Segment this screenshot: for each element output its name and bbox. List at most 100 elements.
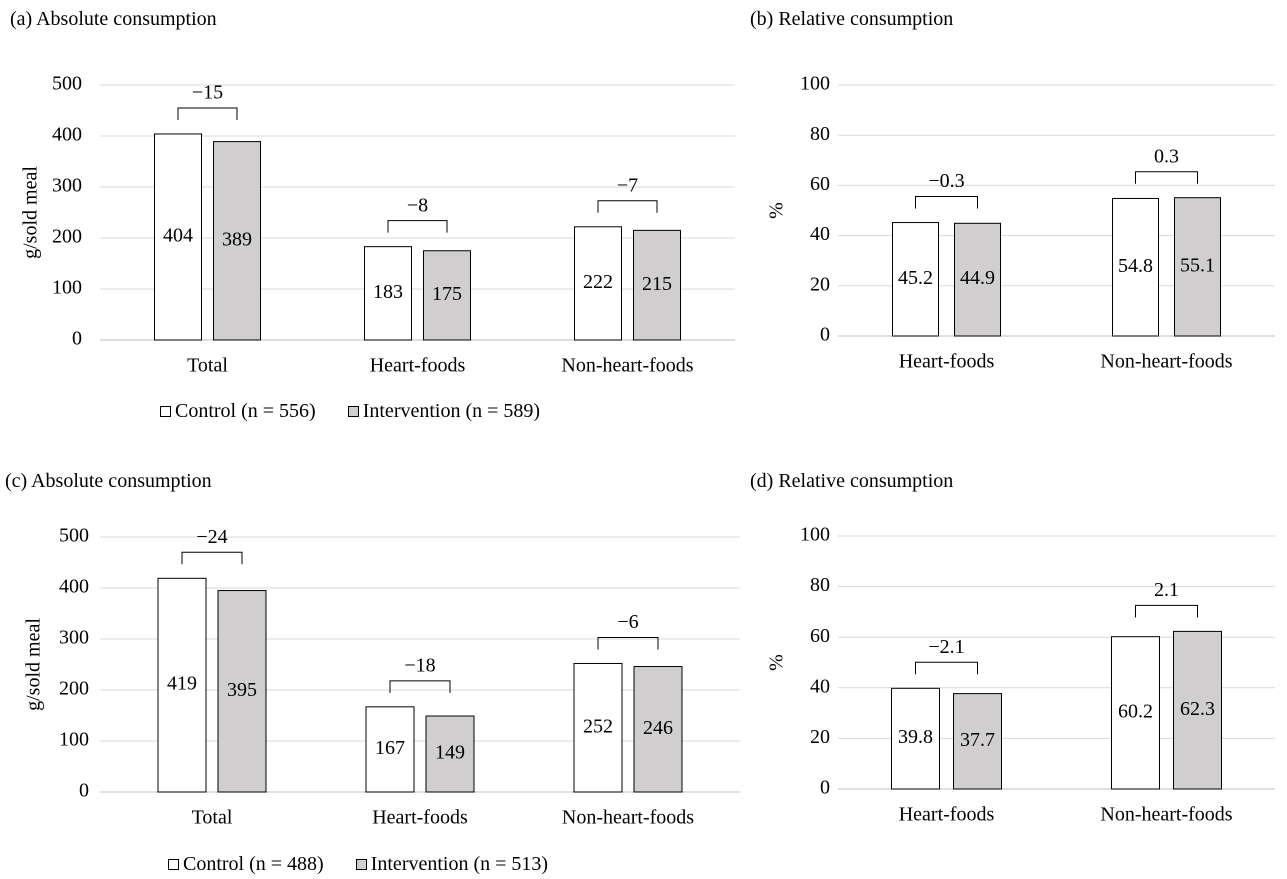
x-tick-label: Total <box>187 355 228 377</box>
bar-intervention <box>633 666 683 793</box>
difference-label: −2.1 <box>928 636 964 658</box>
chart-b-svg: 0 20 40 60 80 100% 45.2 44.9 −0.3 Heart-foods 54.8… <box>766 73 1275 373</box>
difference-label: −7 <box>617 174 638 196</box>
bar-control <box>157 577 207 793</box>
bar-control <box>573 662 623 793</box>
difference-bracket <box>387 220 448 233</box>
x-tick-label: Heart-foods <box>899 804 995 826</box>
data-label-control: 419 <box>167 673 197 695</box>
difference-label: −0.3 <box>928 170 964 192</box>
data-label-intervention: 37.7 <box>960 729 995 751</box>
bar-intervention <box>1174 197 1221 337</box>
chart-d-svg: 0 20 40 60 80 100% 39.8 37.7 −2.1 Heart-foods 60.2… <box>766 524 1275 826</box>
y-tick-label: 0 <box>820 324 830 346</box>
bar-control <box>1112 197 1159 337</box>
chart-a-svg: 0 100 200 300 400 500 g/sold meal 404 389 −15 Tota… <box>20 73 735 377</box>
chart-title: (b) Relative consumption <box>750 8 954 30</box>
data-label-control: 54.8 <box>1118 255 1153 277</box>
bar-intervention <box>423 250 471 341</box>
bar-intervention <box>1173 630 1222 790</box>
difference-label: −24 <box>196 526 227 548</box>
y-tick-label: 300 <box>59 627 89 649</box>
difference-label: 0.3 <box>1154 145 1179 167</box>
chart-title: (a) Absolute consumption <box>10 8 217 30</box>
legend-label-intervention: Intervention (n = 513) <box>370 853 549 875</box>
data-label-intervention: 395 <box>227 679 257 701</box>
chart-panel-c: (c) Absolute consumption 0 100 200 300 400 50… <box>5 470 745 850</box>
difference-label: −15 <box>192 82 223 104</box>
data-label-intervention: 215 <box>642 273 672 295</box>
difference-bracket <box>1135 604 1198 618</box>
bar-intervention <box>213 141 261 341</box>
bar-control <box>892 222 939 337</box>
data-label-control: 167 <box>375 737 405 759</box>
bar-control <box>574 226 622 341</box>
x-tick-label: Heart-foods <box>372 807 468 829</box>
difference-bracket <box>181 551 243 565</box>
y-tick-label: 500 <box>59 525 89 547</box>
y-tick-label: 40 <box>810 223 830 245</box>
data-label-control: 222 <box>583 271 613 293</box>
data-label-control: 252 <box>583 715 613 737</box>
difference-bracket <box>597 200 658 213</box>
x-tick-label: Heart-foods <box>370 355 466 377</box>
bar-intervention <box>953 693 1002 790</box>
y-tick-label: 0 <box>79 780 89 802</box>
data-label-intervention: 149 <box>435 742 465 764</box>
difference-bracket <box>915 661 978 675</box>
difference-label: 2.1 <box>1154 579 1179 601</box>
difference-label: −18 <box>404 654 435 676</box>
y-tick-label: 500 <box>52 73 82 95</box>
control-swatch-icon <box>160 406 171 417</box>
x-tick-label: Total <box>192 807 233 829</box>
data-label-control: 60.2 <box>1118 700 1153 722</box>
chart-panel-d: (d) Relative consumption 0 20 40 60 80 100% 39… <box>750 470 1280 850</box>
intervention-swatch-icon <box>355 859 367 870</box>
bar-intervention <box>954 222 1001 337</box>
y-tick-label: 400 <box>59 576 89 598</box>
y-tick-label: 80 <box>810 574 830 596</box>
y-tick-label: 20 <box>810 273 830 295</box>
legend-label-control: Control (n = 556) <box>175 400 316 422</box>
difference-bracket <box>177 107 238 120</box>
y-tick-label: 40 <box>810 675 830 697</box>
legend-bottom: Control (n = 488) Intervention (n = 513) <box>168 853 580 876</box>
difference-label: −6 <box>617 611 638 633</box>
legend-item-intervention: Intervention (n = 513) <box>355 853 549 876</box>
difference-bracket <box>389 680 451 693</box>
data-label-control: 183 <box>373 281 403 303</box>
x-tick-label: Non-heart-foods <box>562 807 694 829</box>
data-label-intervention: 175 <box>432 283 462 305</box>
data-label-intervention: 389 <box>222 228 252 250</box>
chart-panel-a: (a) Absolute consumption 0 100 200 300 400 50… <box>10 8 740 388</box>
bar-intervention <box>633 229 681 341</box>
legend-item-control: Control (n = 556) <box>160 400 316 423</box>
bar-control <box>365 706 415 793</box>
y-axis-label: % <box>766 202 788 219</box>
x-tick-label: Non-heart-foods <box>1100 804 1232 826</box>
data-label-intervention: 246 <box>643 717 673 739</box>
y-tick-label: 20 <box>810 726 830 748</box>
difference-bracket <box>597 636 659 650</box>
bar-control <box>891 687 940 790</box>
y-tick-label: 60 <box>810 625 830 647</box>
x-tick-label: Non-heart-foods <box>561 355 693 377</box>
difference-bracket <box>915 196 978 209</box>
y-tick-label: 100 <box>59 729 89 751</box>
y-axis-label: % <box>766 654 788 671</box>
x-tick-label: Non-heart-foods <box>1100 351 1232 373</box>
chart-c-svg: 0 100 200 300 400 500 g/sold meal 419 395 −24 Tota… <box>23 525 740 829</box>
x-tick-label: Heart-foods <box>899 351 995 373</box>
y-tick-label: 100 <box>800 524 830 546</box>
legend-item-control: Control (n = 488) <box>168 853 324 876</box>
y-tick-label: 60 <box>810 173 830 195</box>
y-axis-label: g/sold meal <box>20 166 42 259</box>
y-tick-label: 200 <box>52 226 82 248</box>
y-tick-label: 400 <box>52 124 82 146</box>
control-swatch-icon <box>168 859 179 870</box>
data-label-intervention: 44.9 <box>960 267 995 289</box>
intervention-swatch-icon <box>347 406 359 417</box>
y-tick-label: 100 <box>52 277 82 299</box>
data-label-control: 39.8 <box>898 726 933 748</box>
y-axis-label: g/sold meal <box>23 618 45 711</box>
